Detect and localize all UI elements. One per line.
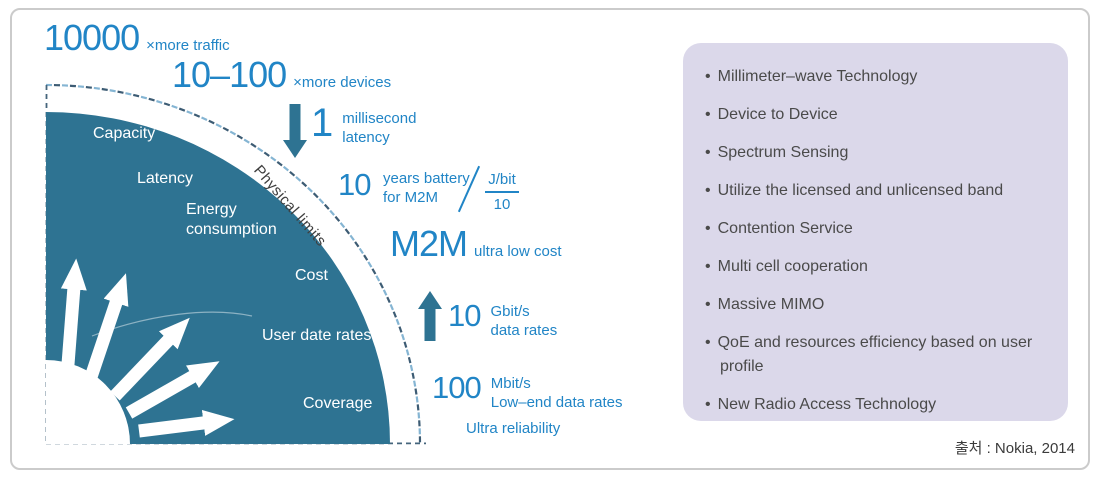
devices-label: ×more devices: [293, 74, 392, 91]
growth-arrow-4: [125, 361, 220, 419]
joule-per-bit-fraction: J/bit 10: [480, 171, 524, 213]
fraction-numerator: J/bit: [485, 171, 519, 193]
growth-arrow-1: [59, 258, 87, 391]
annotation-more-traffic: 10000 ×more traffic: [44, 20, 230, 56]
wedge-label-user-date-rates: User date rates: [262, 327, 372, 344]
growth-arrow-5: [138, 410, 235, 438]
datarates-value: 10: [448, 298, 481, 333]
annotation-low-end-rates: 100 Mbit/s Low–end data rates: [432, 371, 623, 412]
wedge-label-latency: Latency: [137, 170, 194, 187]
latency-line2: latency: [342, 129, 390, 146]
tech-list-item: Spectrum Sensing: [705, 141, 1044, 165]
tech-list-item: Massive MIMO: [705, 293, 1044, 317]
datarates-line1: Gbit/s: [490, 303, 530, 320]
growth-arrow-2: [83, 273, 129, 383]
latency-value: 1: [311, 101, 333, 145]
growth-arrow-3: [110, 317, 190, 401]
tech-list: Millimeter–wave Technology Device to Dev…: [705, 65, 1044, 417]
tech-list-item: Millimeter–wave Technology: [705, 65, 1044, 89]
tech-list-item: Device to Device: [705, 103, 1044, 127]
requirements-diagram: [45, 83, 442, 445]
tech-list-item: New Radio Access Technology: [705, 393, 1044, 417]
lowend-line2: Low–end data rates: [490, 394, 623, 411]
wedge-label-coverage: Coverage: [303, 395, 373, 412]
tech-list-item: Multi cell cooperation: [705, 255, 1044, 279]
traffic-label: ×more traffic: [146, 37, 230, 54]
reliability-label: Ultra reliability: [466, 420, 561, 437]
annotation-battery: 10 years battery for M2M J/bit 10: [336, 160, 536, 222]
traffic-value: 10000: [44, 17, 140, 58]
annotation-m2m: M2M ultra low cost: [390, 226, 562, 262]
wedge-label-capacity: Capacity: [93, 125, 156, 142]
battery-line2: for M2M: [383, 189, 439, 206]
annotation-data-rates: 10 Gbit/s data rates: [448, 299, 557, 340]
physical-limits-arc-dark: [45, 83, 422, 445]
lowend-line1: Mbit/s: [490, 375, 531, 392]
wedge-label-energy: Energy consumption: [186, 201, 277, 238]
wedge-label-cost: Cost: [295, 267, 328, 284]
datarates-line2: data rates: [490, 322, 558, 339]
fraction-denominator: 10: [493, 196, 511, 213]
lowend-value: 100: [432, 370, 482, 405]
quarter-disc: [46, 112, 390, 444]
tech-list-item: QoE and resources efficiency based on us…: [705, 331, 1044, 379]
m2m-label: ultra low cost: [474, 243, 562, 260]
annotation-more-devices: 10–100 ×more devices: [172, 57, 391, 93]
physical-limits-arc-light: [45, 83, 422, 445]
latency-line1: millisecond: [342, 110, 417, 127]
annotation-latency: 1 millisecond latency: [311, 103, 416, 147]
frame-border: [10, 8, 1090, 470]
annotation-ultra-reliability: Ultra reliability: [466, 420, 560, 437]
tech-list-item: Utilize the licensed and unlicensed band: [705, 179, 1044, 203]
tech-panel: Millimeter–wave Technology Device to Dev…: [683, 43, 1068, 421]
datarate-up-arrow-icon: [418, 291, 442, 341]
battery-value: 10: [338, 167, 371, 202]
latency-down-arrow-icon: [283, 104, 307, 158]
tech-list-item: Contention Service: [705, 217, 1044, 241]
source-caption: 출처 : Nokia, 2014: [954, 440, 1075, 457]
battery-line1: years battery: [383, 170, 470, 187]
m2m-value: M2M: [390, 223, 468, 264]
devices-value: 10–100: [172, 54, 287, 95]
